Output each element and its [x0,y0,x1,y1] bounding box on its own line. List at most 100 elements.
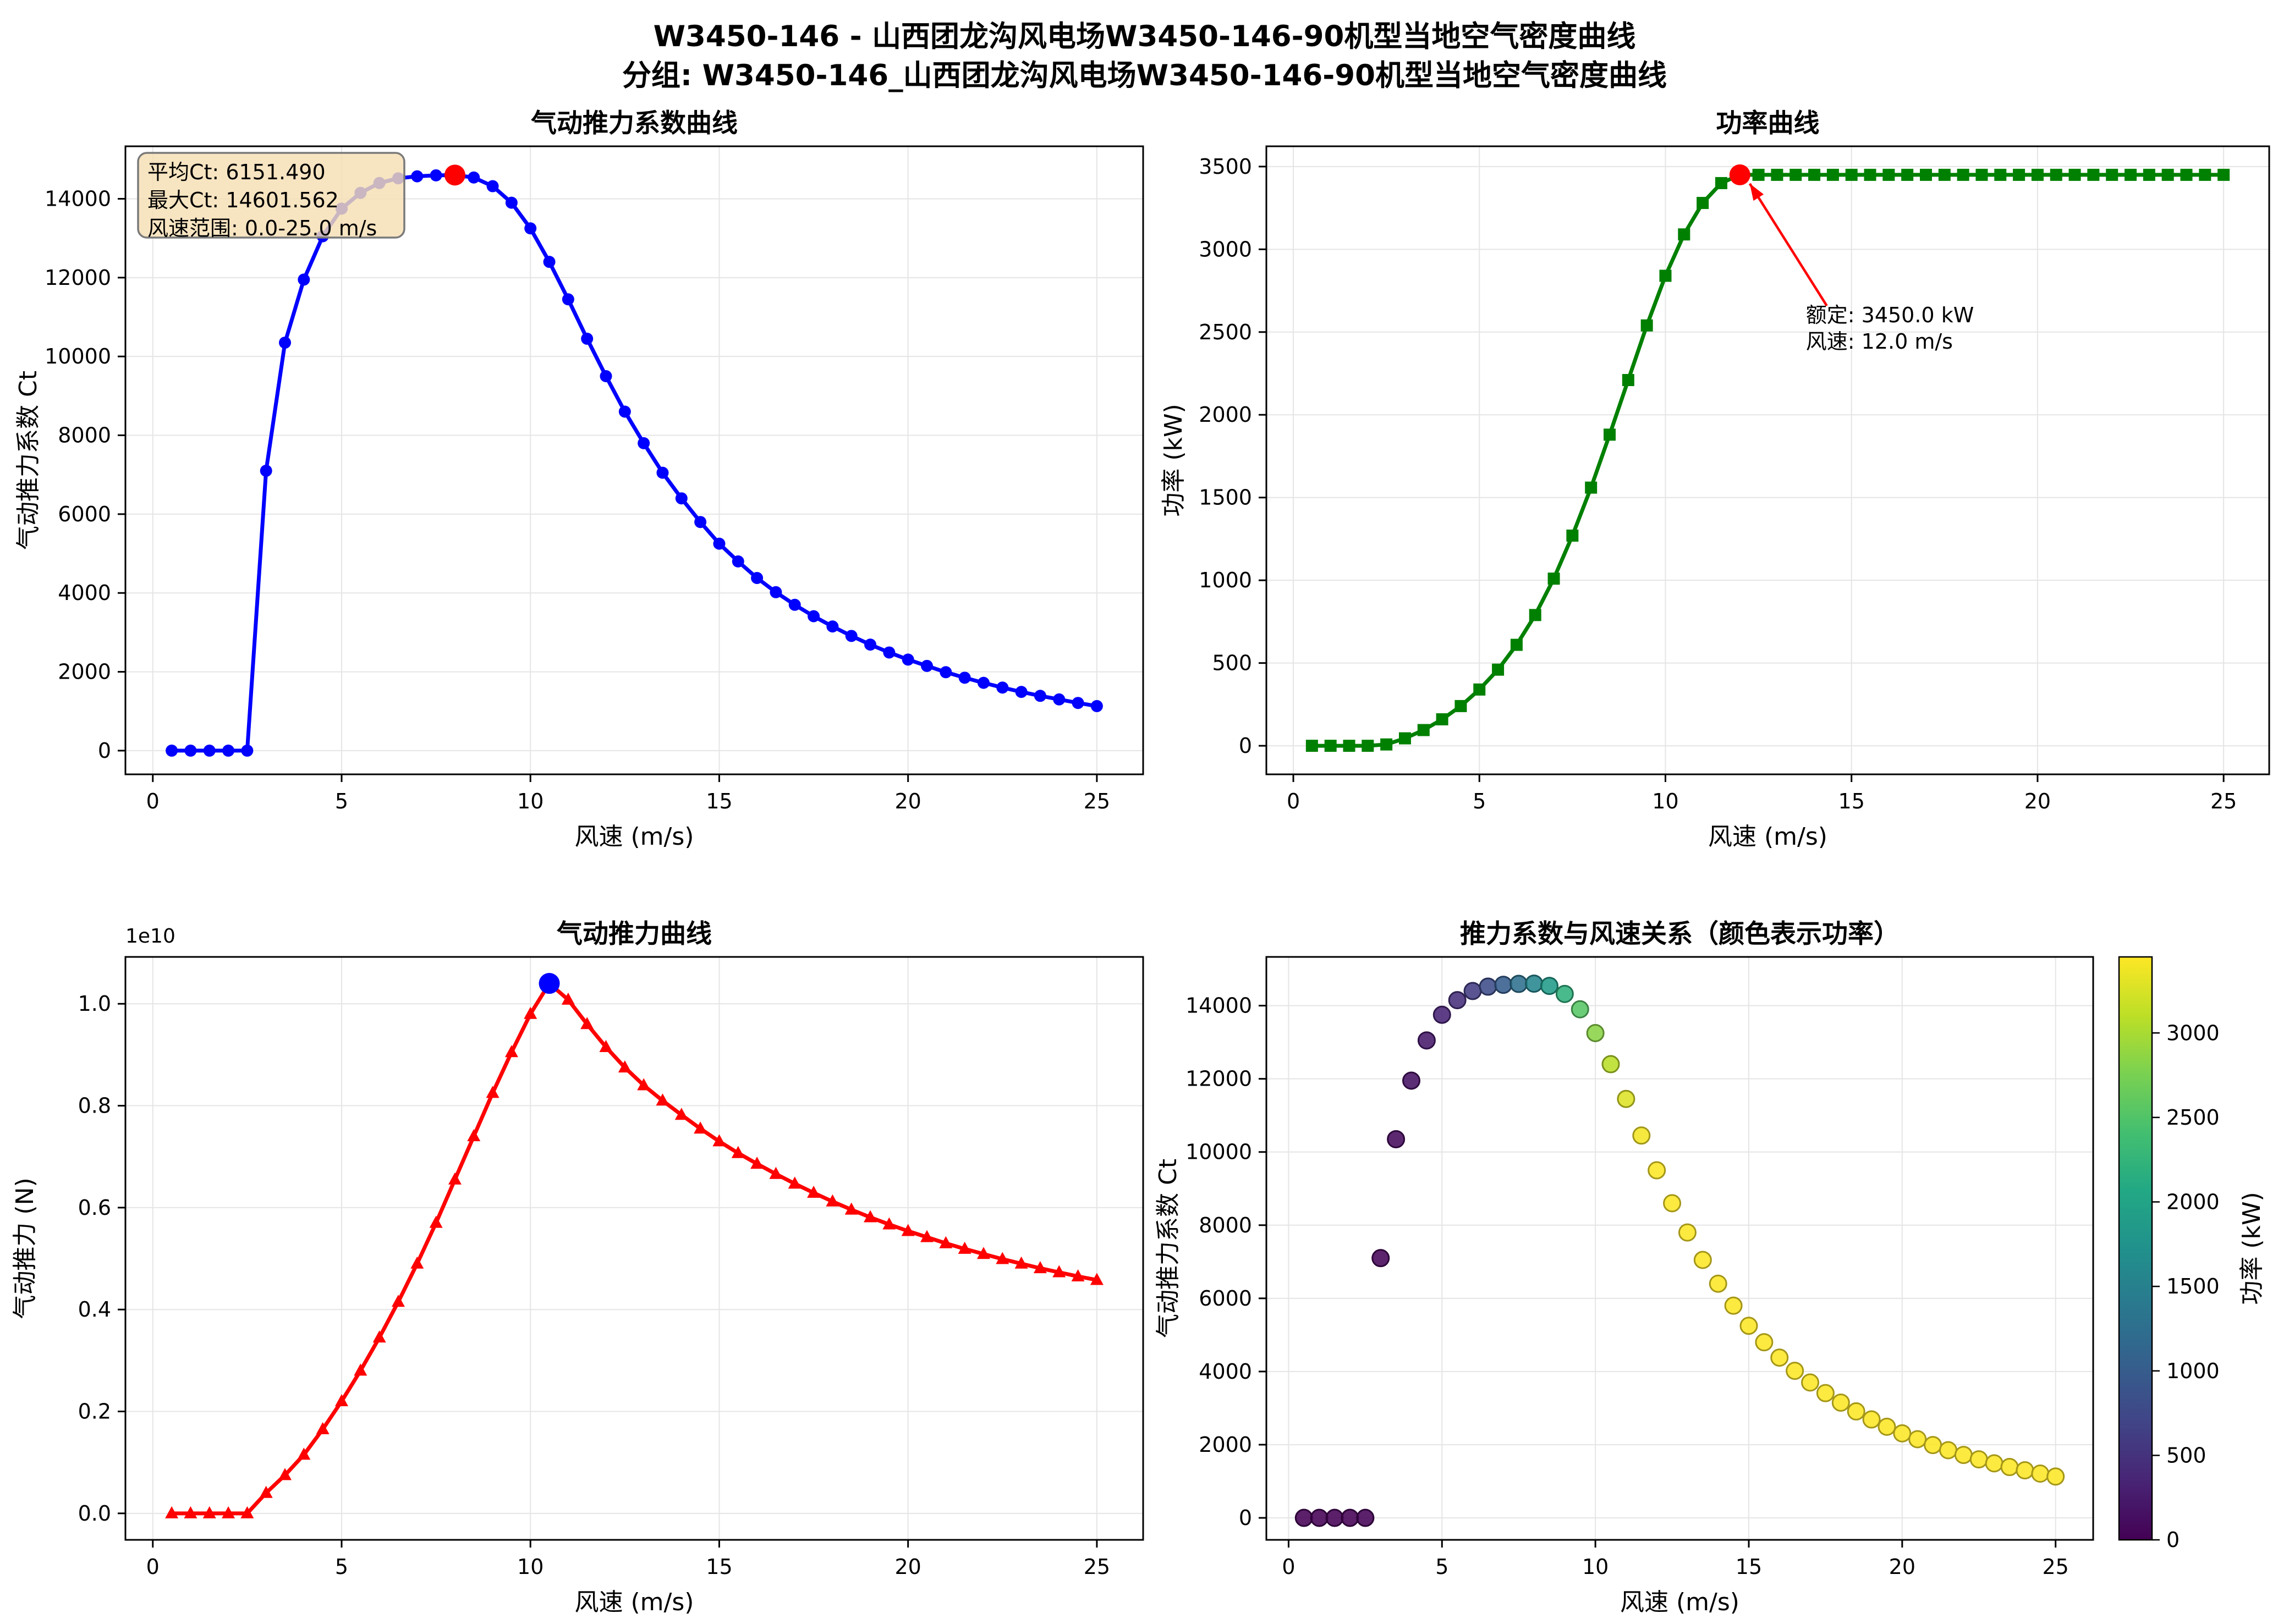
svg-text:20: 20 [895,789,921,813]
thrust-markers [165,976,1104,1518]
svg-text:14000: 14000 [1185,994,1252,1018]
svg-text:10000: 10000 [1185,1140,1252,1164]
power-ylabel: 功率 (kW) [1160,404,1188,516]
ct-ylabel: 气动推力系数 Ct [14,371,42,550]
colorbar-label: 功率 (kW) [2238,1192,2266,1304]
svg-text:8000: 8000 [1199,1213,1252,1237]
scatter-title: 推力系数与风速关系（颜色表示功率） [1460,919,1900,949]
figure-title: W3450-146 - 山西团龙沟风电场W3450-146-90机型当地空气密度… [653,20,1636,53]
svg-text:3500: 3500 [1199,155,1252,179]
chart-scatter: 0 5 10 15 20 25 0 2000 4000 6000 8000 10000 12000 140… [1154,919,2266,1616]
svg-text:2500: 2500 [2166,1105,2220,1130]
power-xlabel: 风速 (m/s) [1708,823,1827,851]
svg-text:0: 0 [1287,789,1300,813]
svg-text:0.2: 0.2 [78,1400,111,1424]
svg-text:最大Ct: 14601.562: 最大Ct: 14601.562 [147,188,339,212]
svg-text:2500: 2500 [1199,320,1252,344]
ticks-thrust: 0 5 10 15 20 25 0.0 0.2 0.4 0.6 0.8 1.0 [78,992,1111,1579]
thrust-ylabel: 气动推力 (N) [11,1177,39,1319]
svg-text:2000: 2000 [2166,1190,2220,1214]
svg-text:0.8: 0.8 [78,1094,111,1118]
ct-title: 气动推力系数曲线 [531,108,738,139]
scatter-spines [1265,956,2094,1541]
svg-text:0.0: 0.0 [78,1501,111,1526]
power-spines [1265,145,2270,775]
svg-text:1500: 1500 [1199,486,1252,510]
ticks-ct: 0 5 10 15 20 25 0 2000 4000 6000 8000 10000 12000 140… [45,186,1110,813]
scatter-xlabel: 风速 (m/s) [1620,1588,1739,1616]
scatter-points [1294,975,2065,1527]
grid-thrust [125,957,1143,1540]
power-highlight-point [1729,164,1750,185]
svg-text:15: 15 [1736,1555,1762,1579]
svg-text:5: 5 [1435,1555,1448,1579]
svg-text:0: 0 [2166,1528,2180,1552]
ct-highlight-point [444,164,465,186]
svg-text:1.0: 1.0 [78,992,111,1016]
power-curve [1311,173,2224,748]
svg-text:平均Ct: 6151.490: 平均Ct: 6151.490 [147,160,326,184]
svg-text:1500: 1500 [2166,1274,2220,1298]
svg-text:20: 20 [2024,789,2051,813]
ct-stats-box: 平均Ct: 6151.490 最大Ct: 14601.562 风速范围: 0.0-2… [137,152,405,240]
svg-text:6000: 6000 [1199,1286,1252,1311]
svg-text:5: 5 [1473,789,1486,813]
svg-text:10: 10 [1652,789,1678,813]
svg-text:0: 0 [1239,734,1252,758]
svg-text:12000: 12000 [1185,1067,1252,1091]
ct-curve [172,173,1097,753]
scatter-ylabel: 气动推力系数 Ct [1154,1159,1182,1338]
svg-text:5: 5 [335,1555,348,1579]
svg-text:6000: 6000 [58,502,111,526]
svg-text:15: 15 [1838,789,1865,813]
svg-text:2000: 2000 [58,660,111,684]
svg-text:20: 20 [895,1555,921,1579]
svg-text:10: 10 [1582,1555,1609,1579]
colorbar: 0 500 1000 1500 2000 2500 3000 功率 (kW) [2118,956,2266,1552]
ct-spines [124,145,1144,775]
svg-text:5: 5 [335,789,348,813]
svg-text:2000: 2000 [1199,403,1252,427]
grid-ct [125,146,1143,774]
svg-text:15: 15 [706,789,732,813]
thrust-curve [172,981,1097,1516]
grid-power [1266,146,2269,774]
ticks-power: 0 5 10 15 20 25 0 500 1000 1500 2000 2500 3000 3500 [1199,155,2237,813]
svg-text:10: 10 [517,1555,544,1579]
svg-text:0: 0 [1282,1555,1295,1579]
svg-text:风速范围: 0.0-25.0 m/s: 风速范围: 0.0-25.0 m/s [147,216,377,240]
svg-text:10000: 10000 [45,344,111,368]
svg-text:12000: 12000 [45,266,111,290]
thrust-xlabel: 风速 (m/s) [575,1588,694,1616]
svg-text:25: 25 [2043,1555,2069,1579]
svg-text:20: 20 [1889,1555,1915,1579]
svg-text:1000: 1000 [1199,568,1252,592]
svg-text:风速: 12.0 m/s: 风速: 12.0 m/s [1806,329,1953,354]
chart-power: 0 5 10 15 20 25 0 500 1000 1500 2000 2500 3000 3500 功率… [1160,108,2270,851]
power-markers [1305,168,2230,752]
svg-text:15: 15 [706,1555,732,1579]
svg-text:25: 25 [1084,789,1110,813]
svg-text:0.4: 0.4 [78,1297,111,1322]
ct-xlabel: 风速 (m/s) [575,823,694,851]
svg-text:0: 0 [146,1555,160,1579]
svg-text:25: 25 [1084,1555,1110,1579]
svg-text:3000: 3000 [1199,237,1252,261]
svg-text:2000: 2000 [1199,1433,1252,1457]
svg-text:500: 500 [1212,651,1252,675]
thrust-highlight-point [539,973,560,994]
figure-subtitle: 分组: W3450-146_山西团龙沟风电场W3450-146-90机型当地空气… [622,59,1667,92]
svg-text:4000: 4000 [1199,1359,1252,1384]
svg-text:0: 0 [146,789,160,813]
svg-text:额定: 3450.0 kW: 额定: 3450.0 kW [1806,303,1974,327]
svg-text:4000: 4000 [58,581,111,605]
thrust-offset-text: 1e10 [125,925,175,948]
thrust-spines [124,956,1144,1541]
svg-text:0: 0 [1239,1506,1252,1530]
power-title: 功率曲线 [1716,108,1820,139]
svg-text:14000: 14000 [45,186,111,211]
